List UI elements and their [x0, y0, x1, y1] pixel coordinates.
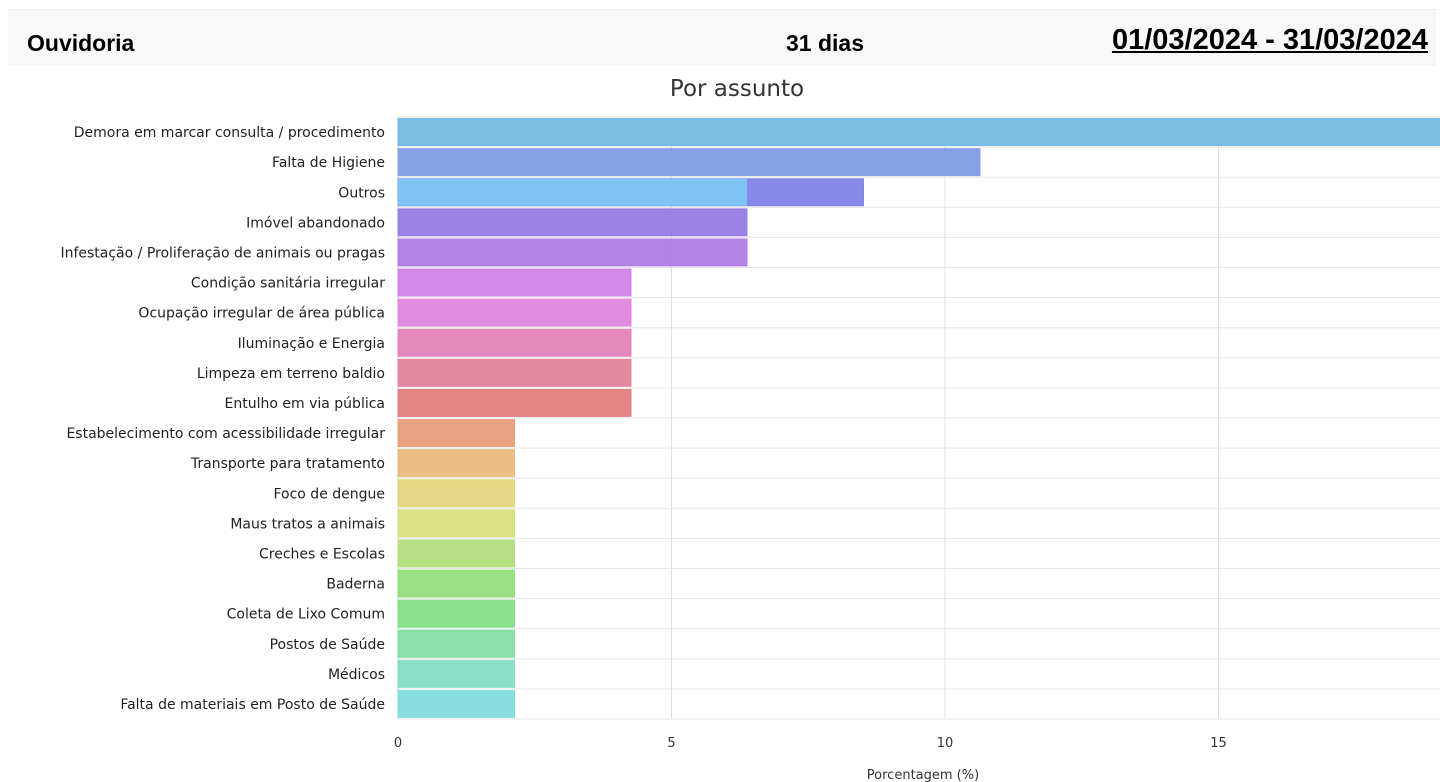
- bar[interactable]: [397, 118, 1440, 147]
- bar[interactable]: [397, 659, 516, 688]
- category-label: Infestação / Proliferação de animais ou …: [60, 245, 385, 261]
- bar[interactable]: [397, 148, 981, 177]
- x-axis-label: Porcentagem (%): [867, 768, 979, 782]
- bar[interactable]: [397, 419, 516, 448]
- bar[interactable]: [397, 388, 632, 417]
- category-label: Baderna: [326, 577, 385, 593]
- bar[interactable]: [397, 629, 516, 658]
- bar[interactable]: [397, 569, 516, 598]
- category-label: Postos de Saúde: [270, 637, 385, 653]
- report-title: Ouvidoria: [27, 30, 135, 56]
- category-label: Imóvel abandonado: [246, 215, 385, 231]
- category-label: Iluminação e Energia: [238, 336, 385, 352]
- date-range: 01/03/2024 - 31/03/2024: [1111, 24, 1428, 56]
- category-label: Falta de Higiene: [272, 155, 385, 171]
- gridlines: [397, 116, 1440, 720]
- x-tick-label: 5: [667, 736, 675, 751]
- category-label: Estabelecimento com acessibilidade irreg…: [66, 426, 385, 442]
- bar[interactable]: [397, 328, 632, 357]
- category-label: Ocupação irregular de área pública: [138, 306, 385, 322]
- bar[interactable]: [397, 689, 516, 718]
- bar[interactable]: [397, 449, 516, 478]
- bar[interactable]: [397, 479, 516, 508]
- bar[interactable]: [397, 208, 748, 237]
- x-tick-label: 10: [937, 736, 954, 751]
- bar[interactable]: [397, 539, 516, 568]
- x-tick-label: 0: [394, 736, 402, 751]
- category-label: Maus tratos a animais: [230, 516, 385, 532]
- category-label: Entulho em via pública: [225, 396, 385, 412]
- category-label: Falta de materiais em Posto de Saúde: [120, 697, 385, 713]
- chart-title: Por assunto: [670, 76, 804, 102]
- x-tick-label: 15: [1210, 736, 1227, 751]
- category-label: Condição sanitária irregular: [191, 276, 385, 292]
- x-tick-labels: 0 5 10 15: [394, 736, 1227, 751]
- category-label: Outros: [338, 185, 385, 201]
- bars-group: [397, 118, 1440, 718]
- category-label: Médicos: [328, 667, 385, 683]
- bar[interactable]: [397, 358, 632, 387]
- bar[interactable]: [397, 298, 632, 327]
- category-label: Coleta de Lixo Comum: [227, 607, 385, 623]
- bar[interactable]: [397, 268, 632, 297]
- category-label: Demora em marcar consulta / procedimento: [74, 125, 385, 141]
- bar[interactable]: [397, 599, 516, 628]
- category-label: Transporte para tratamento: [190, 456, 385, 472]
- report-header: Ouvidoria 31 dias 01/03/2024 - 31/03/202…: [8, 9, 1436, 66]
- category-label: Creches e Escolas: [259, 546, 385, 562]
- bar-overlay[interactable]: [398, 178, 747, 206]
- bar[interactable]: [397, 238, 748, 267]
- bar[interactable]: [397, 509, 516, 538]
- category-labels: Demora em marcar consulta / procedimento…: [60, 125, 385, 713]
- category-label: Foco de dengue: [273, 486, 385, 502]
- period-days: 31 dias: [786, 30, 864, 56]
- category-label: Limpeza em terreno baldio: [197, 366, 385, 382]
